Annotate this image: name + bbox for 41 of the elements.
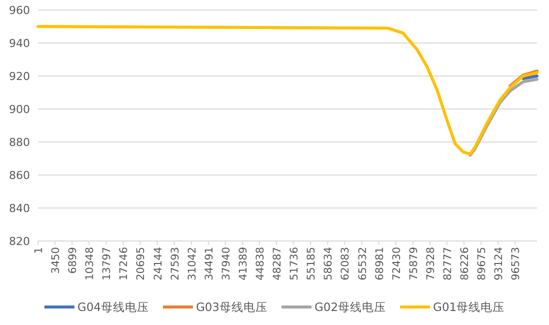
x-tick-label: 41389 — [237, 247, 250, 280]
x-tick-label: 31042 — [186, 247, 198, 280]
y-tick-label: 960 — [9, 4, 30, 17]
x-tick-label: 24144 — [152, 246, 164, 280]
x-tick-label: 10348 — [84, 247, 96, 280]
y-tick-label: 900 — [9, 103, 30, 116]
x-tick-label: 20695 — [135, 247, 148, 280]
x-tick-label: 37940 — [220, 247, 232, 280]
x-tick-label: 27593 — [169, 247, 182, 280]
y-tick-label: 920 — [9, 70, 30, 83]
x-tick-label: 72430 — [390, 247, 403, 280]
x-tick-label: 65532 — [356, 247, 369, 280]
x-tick-label: 1 — [33, 247, 45, 254]
x-tick-label: 48287 — [272, 247, 284, 280]
x-tick-label: 68981 — [374, 247, 386, 280]
x-tick-label: 79328 — [424, 247, 437, 280]
x-tick-label: 75879 — [408, 247, 420, 280]
x-tick-label: 13797 — [101, 247, 114, 280]
y-tick-label: 860 — [9, 169, 30, 182]
legend-label: G04母线电压 — [77, 300, 149, 314]
x-tick-label: 6899 — [67, 247, 80, 274]
x-tick-label: 3450 — [50, 247, 62, 274]
x-tick-label: 82777 — [442, 247, 454, 280]
y-tick-label: 840 — [9, 202, 30, 215]
x-tick-label: 62083 — [340, 247, 352, 280]
x-tick-label: 86226 — [459, 246, 472, 280]
x-tick-label: 55185 — [306, 247, 318, 280]
legend-label: G03母线电压 — [196, 300, 268, 314]
y-tick-label: 940 — [9, 37, 30, 50]
x-tick-label: 96573 — [510, 247, 522, 280]
x-tick-label: 34491 — [203, 247, 216, 280]
x-tick-label: 89675 — [476, 247, 488, 280]
y-tick-label: 820 — [9, 235, 30, 248]
x-tick-label: 44838 — [254, 247, 267, 280]
x-tick-label: 51736 — [288, 246, 301, 280]
x-tick-label: 58634 — [322, 246, 335, 280]
legend-label: G02母线电压 — [314, 300, 386, 314]
x-tick-label: 17246 — [118, 246, 130, 280]
y-tick-label: 880 — [9, 136, 30, 149]
x-tick-label: 93124 — [493, 246, 506, 280]
legend-label: G01母线电压 — [433, 300, 505, 314]
